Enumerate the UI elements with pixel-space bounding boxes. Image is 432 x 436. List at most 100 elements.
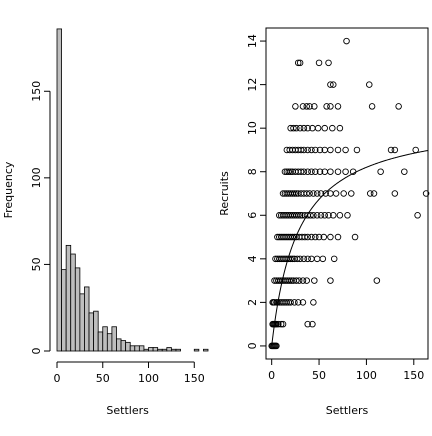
scatter-point <box>373 277 381 284</box>
scatter-y-tick-label: 4 <box>246 255 259 262</box>
histogram-bar <box>106 333 113 352</box>
histogram-x-tick-label: 100 <box>138 372 159 385</box>
scatter-x-tick-label: 150 <box>403 369 424 382</box>
scatter-point <box>366 190 374 197</box>
scatter-point <box>391 190 399 197</box>
scatter-point <box>285 168 292 175</box>
scatter-x-tick-label: 0 <box>268 369 275 382</box>
scatter-point <box>321 124 328 132</box>
scatter-point <box>317 190 325 197</box>
scatter-point <box>299 277 307 284</box>
histogram-bar <box>97 331 104 352</box>
scatter-point <box>366 81 373 88</box>
scatter-point <box>322 190 329 197</box>
histogram-bars <box>56 28 209 352</box>
histogram-panel: 0 50 100 150 0 50 100 150 Settlers Frequency <box>2 28 209 417</box>
scatter-point <box>294 59 302 67</box>
scatter-point <box>287 168 294 175</box>
scatter-point <box>296 124 304 132</box>
histogram-bar <box>175 348 181 352</box>
scatter-point <box>313 190 321 197</box>
scatter-point <box>271 299 278 306</box>
scatter-y-axis-label: Recruits <box>218 171 231 216</box>
scatter-point <box>307 212 314 219</box>
scatter-x-axis: 0 50 100 150 <box>268 359 424 382</box>
scatter-point <box>296 59 304 67</box>
scatter-point <box>283 299 291 306</box>
scatter-y-tick-label: 14 <box>246 34 259 48</box>
scatter-point <box>286 277 293 284</box>
histogram-bar <box>111 326 117 352</box>
scatter-point <box>320 233 328 241</box>
scatter-fit-curve <box>271 149 429 346</box>
histogram-bar <box>88 312 95 352</box>
histogram-bar <box>74 267 81 352</box>
scatter-point <box>353 146 361 154</box>
scatter-point <box>312 233 319 241</box>
histogram-y-tick-label: 100 <box>30 167 43 188</box>
histogram-bar <box>120 340 127 352</box>
histogram-bar <box>93 310 99 352</box>
scatter-point <box>401 168 408 175</box>
scatter-point <box>336 212 344 219</box>
scatter-point <box>348 190 355 197</box>
scatter-point <box>309 320 316 328</box>
scatter-point <box>387 146 395 154</box>
histogram-bar <box>102 326 108 352</box>
scatter-point <box>325 59 332 67</box>
histogram-bar <box>70 253 76 352</box>
histogram-x-axis: 0 50 100 150 <box>54 361 205 385</box>
scatter-x-tick-label: 100 <box>356 369 377 382</box>
histogram-x-tick-label: 150 <box>184 372 205 385</box>
scatter-y-tick-label: 12 <box>246 78 259 92</box>
histogram-bar <box>134 345 140 352</box>
scatter-point <box>330 212 337 219</box>
scatter-point <box>330 255 338 263</box>
scatter-point <box>321 212 328 219</box>
scatter-point <box>327 233 334 241</box>
scatter-point <box>312 168 319 175</box>
scatter-point <box>297 168 305 175</box>
scatter-point <box>293 277 300 284</box>
scatter-point <box>314 124 322 132</box>
scatter-point <box>277 320 285 328</box>
scatter-point <box>342 146 349 154</box>
scatter-point <box>292 103 299 110</box>
histogram-bar <box>56 28 62 352</box>
scatter-point <box>368 103 376 110</box>
scatter-point <box>293 190 300 197</box>
scatter-point <box>325 212 332 219</box>
histogram-x-tick-label: 50 <box>96 372 110 385</box>
scatter-point <box>315 233 323 241</box>
histogram-y-tick-label: 0 <box>30 348 43 355</box>
histogram-bar <box>193 348 200 352</box>
histogram-y-tick-label: 50 <box>30 257 43 271</box>
histogram-bar <box>157 348 163 352</box>
scatter-point <box>330 81 337 88</box>
scatter-point <box>370 190 378 197</box>
scatter-point <box>343 37 350 45</box>
scatter-point <box>329 124 336 132</box>
scatter-point <box>336 124 344 132</box>
scatter-point <box>310 212 317 219</box>
scatter-point <box>316 168 324 175</box>
scatter-point <box>296 255 304 263</box>
scatter-point <box>334 168 342 175</box>
scatter-point <box>294 299 302 306</box>
scatter-point <box>315 59 323 67</box>
histogram-y-axis-label: Frequency <box>2 161 15 218</box>
scatter-point <box>414 212 421 219</box>
scatter-point <box>327 81 334 88</box>
scatter-y-tick-label: 6 <box>246 212 259 219</box>
scatter-point <box>306 190 313 197</box>
histogram-bar <box>166 347 172 352</box>
histogram-y-axis: 0 50 100 150 <box>30 81 51 355</box>
scatter-point <box>294 212 302 219</box>
scatter-point <box>303 277 310 284</box>
scatter-point <box>334 233 342 241</box>
scatter-y-tick-label: 10 <box>246 121 259 135</box>
scatter-point <box>304 255 311 263</box>
scatter-point <box>319 255 327 263</box>
scatter-point <box>275 320 282 328</box>
